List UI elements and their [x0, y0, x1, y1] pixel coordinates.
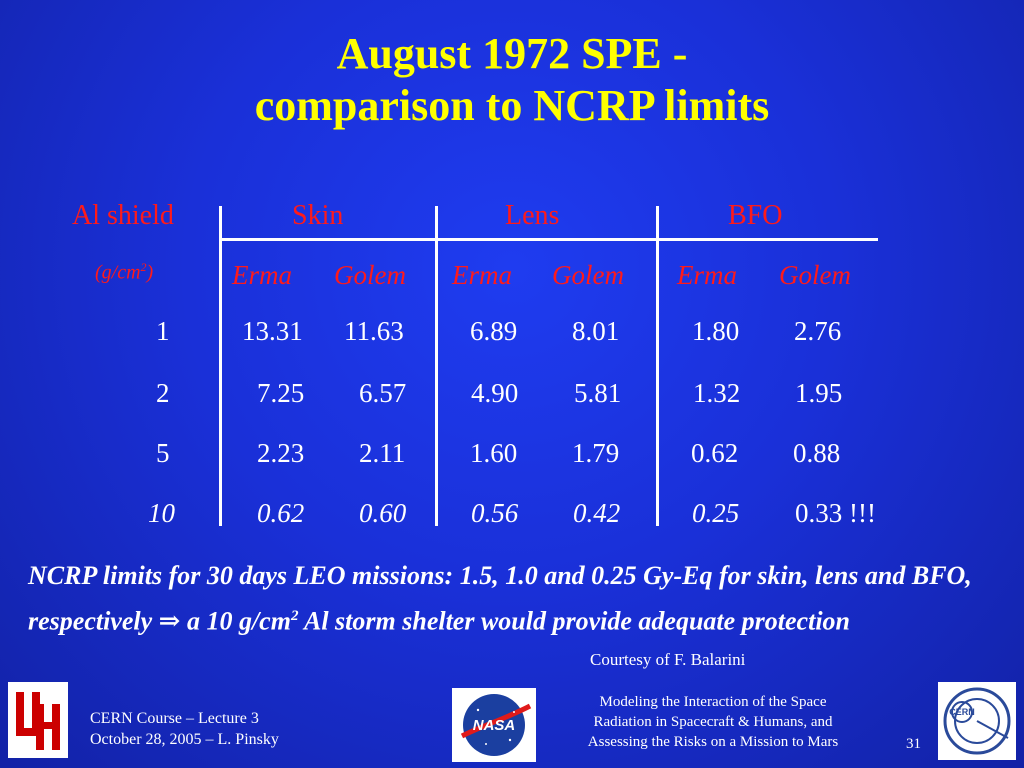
row-1-bfo-erma: 1.80 [692, 316, 740, 346]
slide-title: August 1972 SPE - comparison to NCRP lim… [0, 28, 1024, 132]
header-bfo: BFO [728, 200, 783, 231]
footer-course-info: CERN Course – Lecture 3 October 28, 2005… [90, 708, 279, 750]
header-al-shield: Al shield [72, 200, 174, 231]
row-2-bfo-erma: 1.32 [693, 378, 741, 408]
subheader-lens-golem: Golem [552, 260, 624, 290]
subheader-skin-golem: Golem [334, 260, 406, 290]
ncrp-note: NCRP limits for 30 days LEO missions: 1.… [28, 561, 972, 636]
row-4-lens-golem: 0.42 [573, 498, 621, 528]
row-2-skin-golem: 6.57 [359, 378, 407, 408]
svg-text:NASA: NASA [473, 717, 516, 734]
title-line-2: comparison to NCRP limits [254, 81, 770, 130]
row-3-shield: 5 [156, 438, 170, 468]
title-line-1: August 1972 SPE - [336, 29, 688, 78]
row-3-lens-erma: 1.60 [470, 438, 518, 468]
row-3-bfo-golem: 0.88 [793, 438, 841, 468]
row-4-bfo-erma: 0.25 [692, 498, 740, 528]
row-2-bfo-golem: 1.95 [795, 378, 843, 408]
dose-table: Al shield (g/cm2) Skin Lens BFO Erma Gol… [72, 200, 878, 528]
divider-lens-bfo [656, 206, 659, 526]
subheader-bfo-golem: Golem [779, 260, 851, 290]
row-3-skin-erma: 2.23 [257, 438, 305, 468]
footer-title-line-3: Assessing the Risks on a Mission to Mars [587, 734, 839, 750]
svg-text:CERN: CERN [949, 707, 975, 717]
divider-skin-lens [435, 206, 438, 526]
row-1-shield: 1 [156, 316, 170, 346]
row-2-skin-erma: 7.25 [257, 378, 305, 408]
row-4-shield: 10 [148, 498, 175, 528]
uh-logo [8, 682, 68, 758]
footer-date-line: October 28, 2005 – L. Pinsky [90, 731, 279, 748]
header-lens: Lens [505, 200, 560, 231]
footer-title-line-2: Radiation in Spacecraft & Humans, and [593, 714, 833, 730]
header-skin: Skin [292, 200, 344, 231]
row-1-lens-erma: 6.89 [470, 316, 518, 346]
subheader-bfo-erma: Erma [677, 260, 737, 290]
row-4-bfo-golem: 0.33 !!! [795, 498, 876, 528]
implies-arrow-icon: ⇒ [158, 606, 181, 636]
row-4-skin-golem: 0.60 [359, 498, 407, 528]
row-4-skin-erma: 0.62 [257, 498, 305, 528]
nasa-logo: NASA [452, 688, 536, 762]
footer-lecture-title: Modeling the Interaction of the Space Ra… [538, 692, 888, 752]
footer-course-line: CERN Course – Lecture 3 [90, 710, 259, 727]
row-2-lens-erma: 4.90 [471, 378, 519, 408]
row-1-lens-golem: 8.01 [572, 316, 620, 346]
row-2-lens-golem: 5.81 [574, 378, 622, 408]
row-1-skin-erma: 13.31 [242, 316, 303, 346]
row-4-lens-erma: 0.56 [471, 498, 519, 528]
courtesy-credit: Courtesy of F. Balarini [590, 650, 746, 669]
row-1-bfo-golem: 2.76 [794, 316, 842, 346]
header-underline [220, 238, 878, 241]
page-number: 31 [906, 736, 921, 752]
row-3-bfo-erma: 0.62 [691, 438, 739, 468]
cern-logo: CERN [938, 682, 1016, 760]
footer-title-line-1: Modeling the Interaction of the Space [599, 694, 827, 710]
row-3-lens-golem: 1.79 [572, 438, 620, 468]
header-shield-unit: (g/cm2) [95, 260, 154, 284]
row-1-skin-golem: 11.63 [344, 316, 404, 346]
subheader-skin-erma: Erma [232, 260, 292, 290]
row-3-skin-golem: 2.11 [359, 438, 406, 468]
subheader-lens-erma: Erma [452, 260, 512, 290]
row-2-shield: 2 [156, 378, 170, 408]
divider-shield [219, 206, 222, 526]
